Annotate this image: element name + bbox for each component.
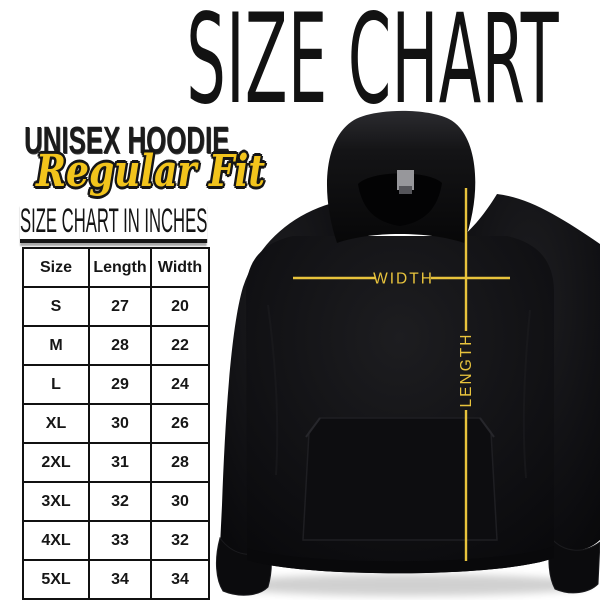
table-row: M 28 22 [22,325,210,366]
hoodie-right-cuff [548,536,600,594]
width-label: WIDTH [373,271,434,288]
table-header-row: Size Length Width [22,247,210,288]
table-cell: 28 [88,325,152,366]
table-cell: 22 [150,325,210,366]
units-heading-text: SIZE CHART IN INCHES [20,204,208,243]
table-cell: 28 [150,442,210,483]
size-table-body: S 27 20 M 28 22 L 29 24 XL 30 26 2XL 31 28 3XL 32 30 4XL 33… [22,286,210,600]
fit-label: Regular Fit [36,150,315,194]
table-row: L 29 24 [22,364,210,405]
table-cell: L [22,364,90,405]
table-cell: 5XL [22,559,90,600]
table-cell: 24 [150,364,210,405]
table-row: 5XL 34 34 [22,559,210,600]
neck-label-tag [397,170,414,190]
hoodie-hem [247,546,554,574]
table-row: XL 30 26 [22,403,210,444]
table-row: S 27 20 [22,286,210,327]
table-cell: 2XL [22,442,90,483]
size-table-head: Size Length Width [22,247,210,288]
length-label: LENGTH [458,333,475,408]
table-cell: 26 [150,403,210,444]
measurement-lines [293,188,510,561]
size-table: Size Length Width S 27 20 M 28 22 L 29 24 XL 30 26 2XL… [22,247,210,600]
table-cell: 4XL [22,520,90,561]
fabric-wrinkles [267,304,531,479]
product-name: UNISEX HOODIE [24,122,326,160]
page-title-text: SIZE CHART [186,0,560,132]
pocket-slits [305,417,495,438]
hood-opening [358,173,442,226]
hoodie-pocket [302,417,498,541]
table-cell: 27 [88,286,152,327]
table-cell: 33 [88,520,152,561]
table-header-cell: Length [88,247,152,288]
table-row: 3XL 32 30 [22,481,210,522]
table-cell: 34 [88,559,152,600]
table-cell: S [22,286,90,327]
table-cell: 32 [88,481,152,522]
table-cell: 31 [88,442,152,483]
table-cell: 34 [150,559,210,600]
table-header-cell: Width [150,247,210,288]
neck-label-tag-fold [399,186,412,194]
hoodie-right-sleeve [458,194,600,551]
page-title: SIZE CHART [0,0,600,122]
table-cell: 3XL [22,481,90,522]
fit-label-text: Regular Fit [36,146,266,197]
ground-shadow [226,574,590,596]
table-row: 4XL 33 32 [22,520,210,561]
table-cell: 32 [150,520,210,561]
table-header-cell: Size [22,247,90,288]
table-row: 2XL 31 28 [22,442,210,483]
units-heading: SIZE CHART IN INCHES [20,204,402,243]
table-cell: 30 [88,403,152,444]
table-cell: 20 [150,286,210,327]
product-name-text: UNISEX HOODIE [24,120,230,162]
table-cell: 30 [150,481,210,522]
table-cell: 29 [88,364,152,405]
table-cell: M [22,325,90,366]
table-cell: XL [22,403,90,444]
